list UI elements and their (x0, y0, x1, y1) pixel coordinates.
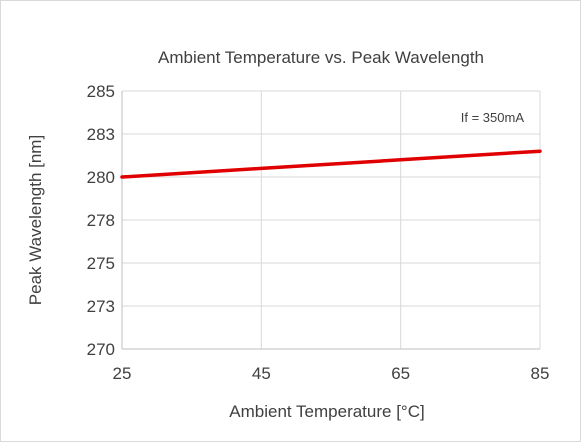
x-tick-label: 85 (531, 364, 550, 383)
series-layer (120, 149, 542, 179)
y-axis-label: Peak Wavelength [nm] (26, 135, 45, 305)
y-tick-label: 285 (87, 82, 115, 101)
x-tick-label: 65 (391, 364, 410, 383)
y-tick-label: 273 (87, 297, 115, 316)
y-tick-label: 278 (87, 211, 115, 230)
current-annotation: If = 350mA (461, 110, 525, 125)
y-tick-label: 280 (87, 168, 115, 187)
y-tick-label: 270 (87, 340, 115, 359)
y-tick-label: 283 (87, 125, 115, 144)
x-tick-label: 25 (113, 364, 132, 383)
x-tick-label: 45 (252, 364, 271, 383)
x-axis-label: Ambient Temperature [°C] (229, 402, 424, 421)
axes: 270 273 275 278 280 283 285 25 45 65 85 (87, 82, 550, 383)
y-tick-label: 275 (87, 254, 115, 273)
chart-title: Ambient Temperature vs. Peak Wavelength (158, 48, 484, 67)
grid (122, 90, 541, 349)
series-line (120, 149, 542, 179)
